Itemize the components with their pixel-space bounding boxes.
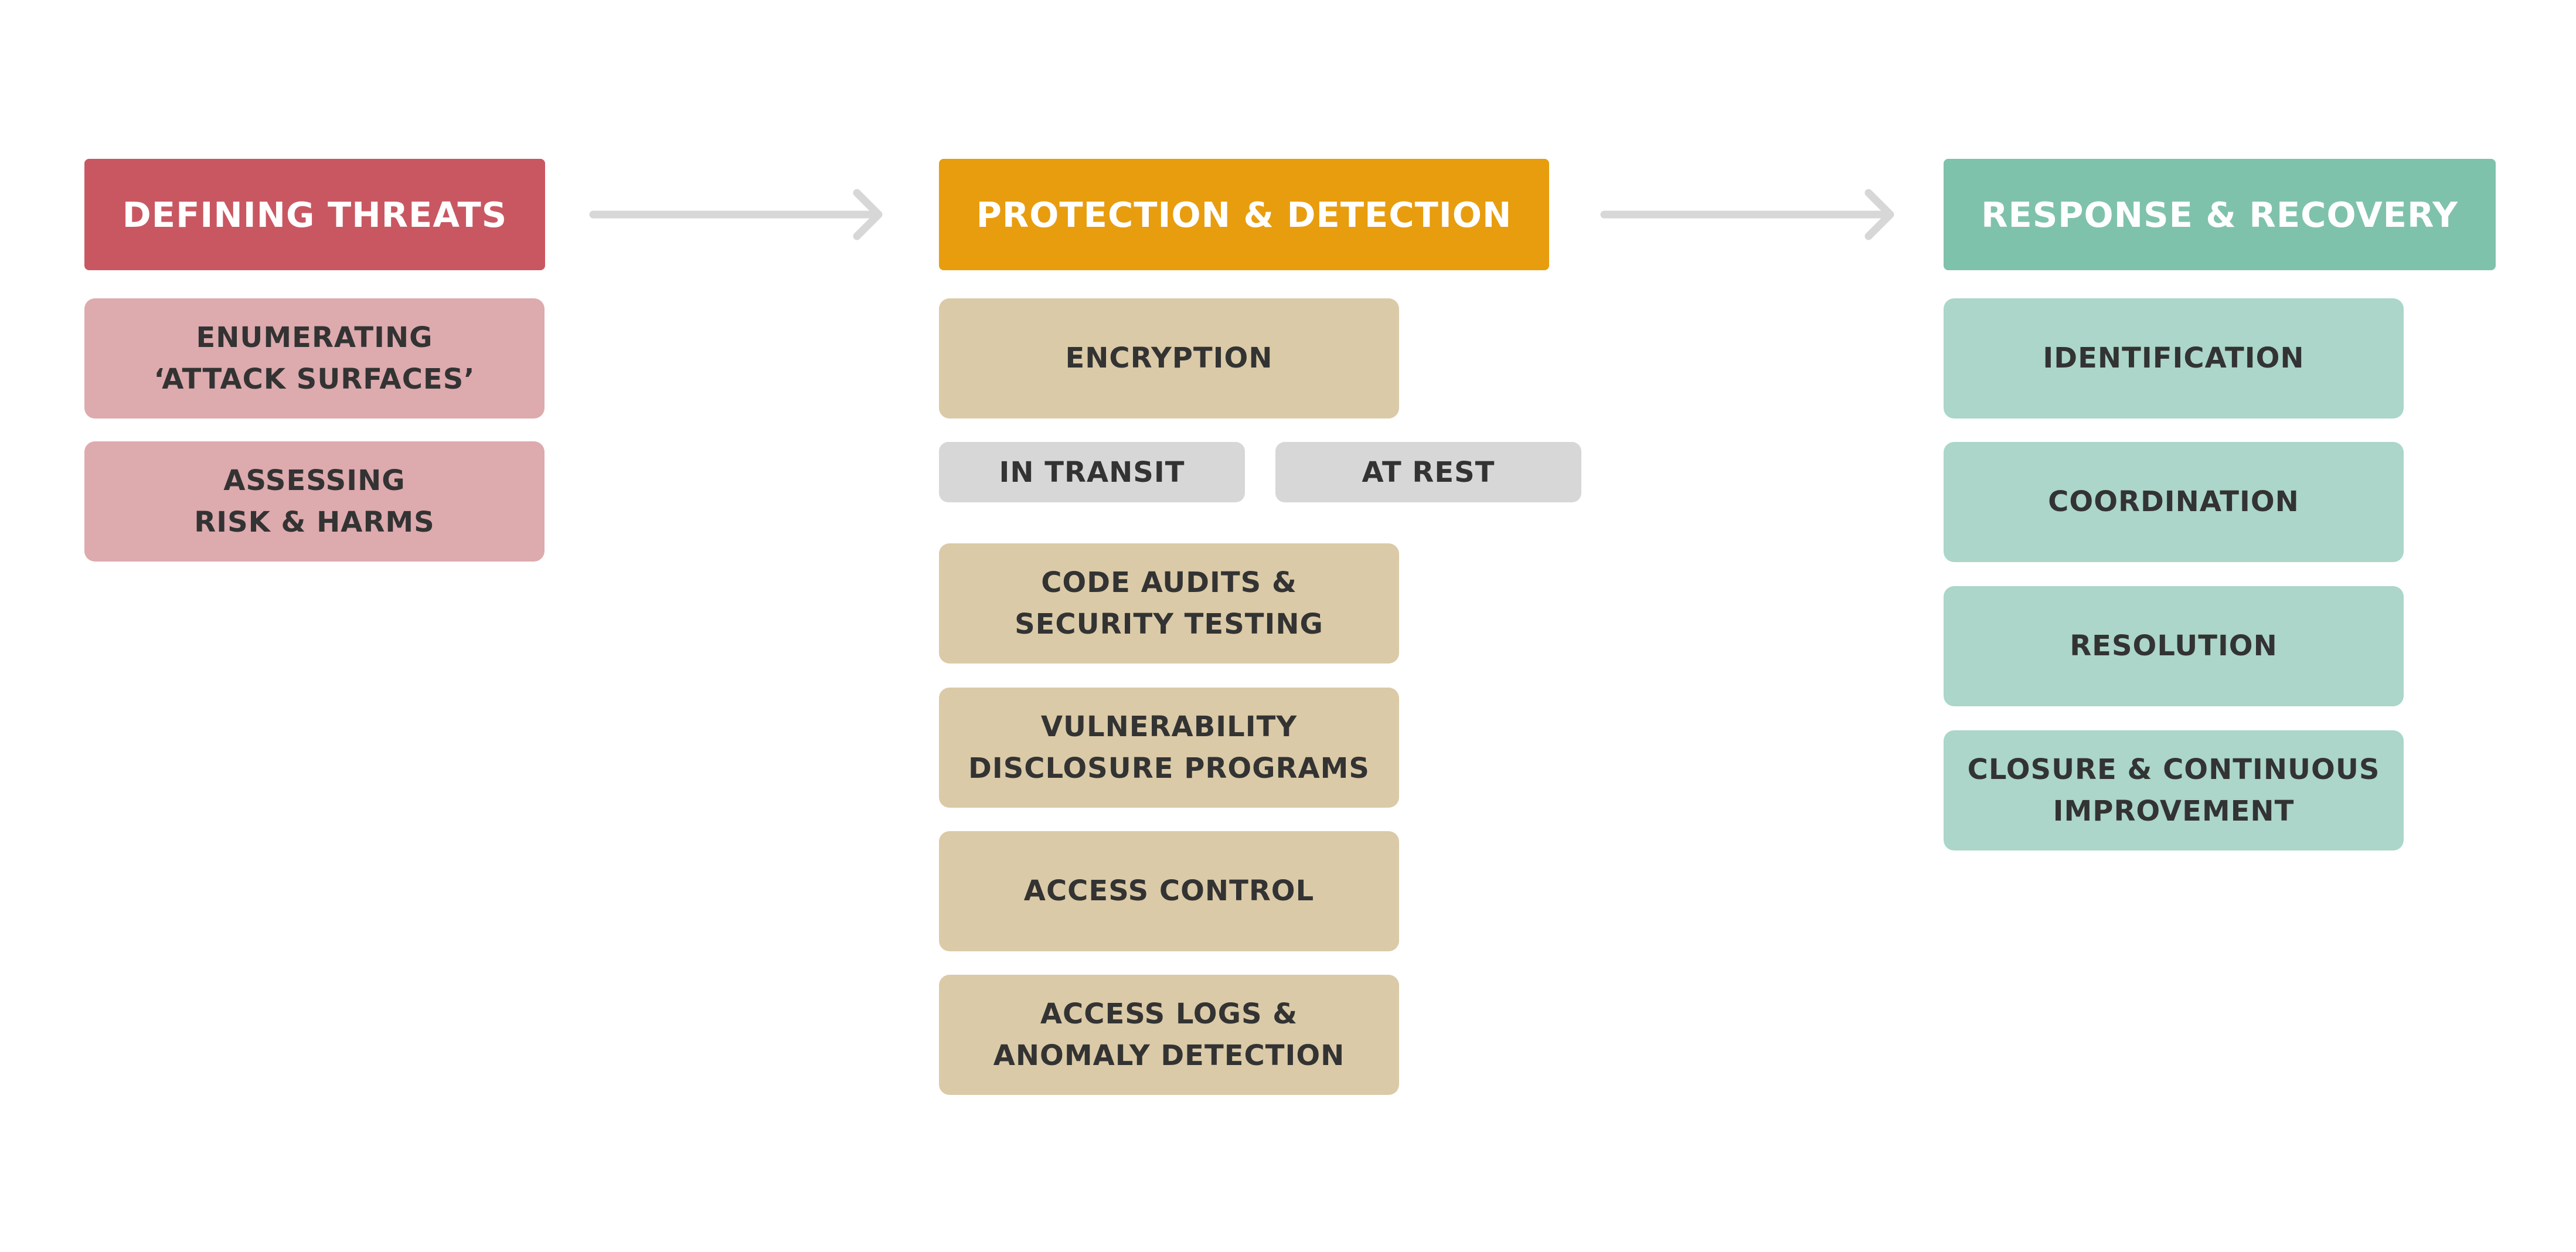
defining-item-risk-harms: ASSESSING RISK & HARMS xyxy=(84,441,545,562)
protection-item-access-control: ACCESS CONTROL xyxy=(939,831,1399,951)
arrow-protection-to-response xyxy=(1600,189,1894,240)
protection-item-vulnerability-disclosure: VULNERABILITY DISCLOSURE PROGRAMS xyxy=(939,688,1399,808)
response-recovery-header: RESPONSE & RECOVERY xyxy=(1944,159,2496,270)
protection-item-code-audits: CODE AUDITS & SECURITY TESTING xyxy=(939,543,1399,664)
response-item-closure-improvement: CLOSURE & CONTINUOUS IMPROVEMENT xyxy=(1944,730,2404,850)
protection-item-access-logs: ACCESS LOGS & ANOMALY DETECTION xyxy=(939,975,1399,1095)
encryption-sub-in-transit: IN TRANSIT xyxy=(939,442,1245,502)
response-item-identification: IDENTIFICATION xyxy=(1944,298,2404,419)
encryption-sub-at-rest: AT REST xyxy=(1275,442,1581,502)
arrow-defining-to-protection xyxy=(589,189,883,240)
response-item-resolution: RESOLUTION xyxy=(1944,586,2404,706)
defining-threats-header: DEFINING THREATS xyxy=(84,159,545,270)
protection-item-encryption: ENCRYPTION xyxy=(939,298,1399,419)
defining-item-attack-surfaces: ENUMERATING ‘ATTACK SURFACES’ xyxy=(84,298,545,419)
response-item-coordination: COORDINATION xyxy=(1944,442,2404,562)
protection-detection-header: PROTECTION & DETECTION xyxy=(939,159,1549,270)
